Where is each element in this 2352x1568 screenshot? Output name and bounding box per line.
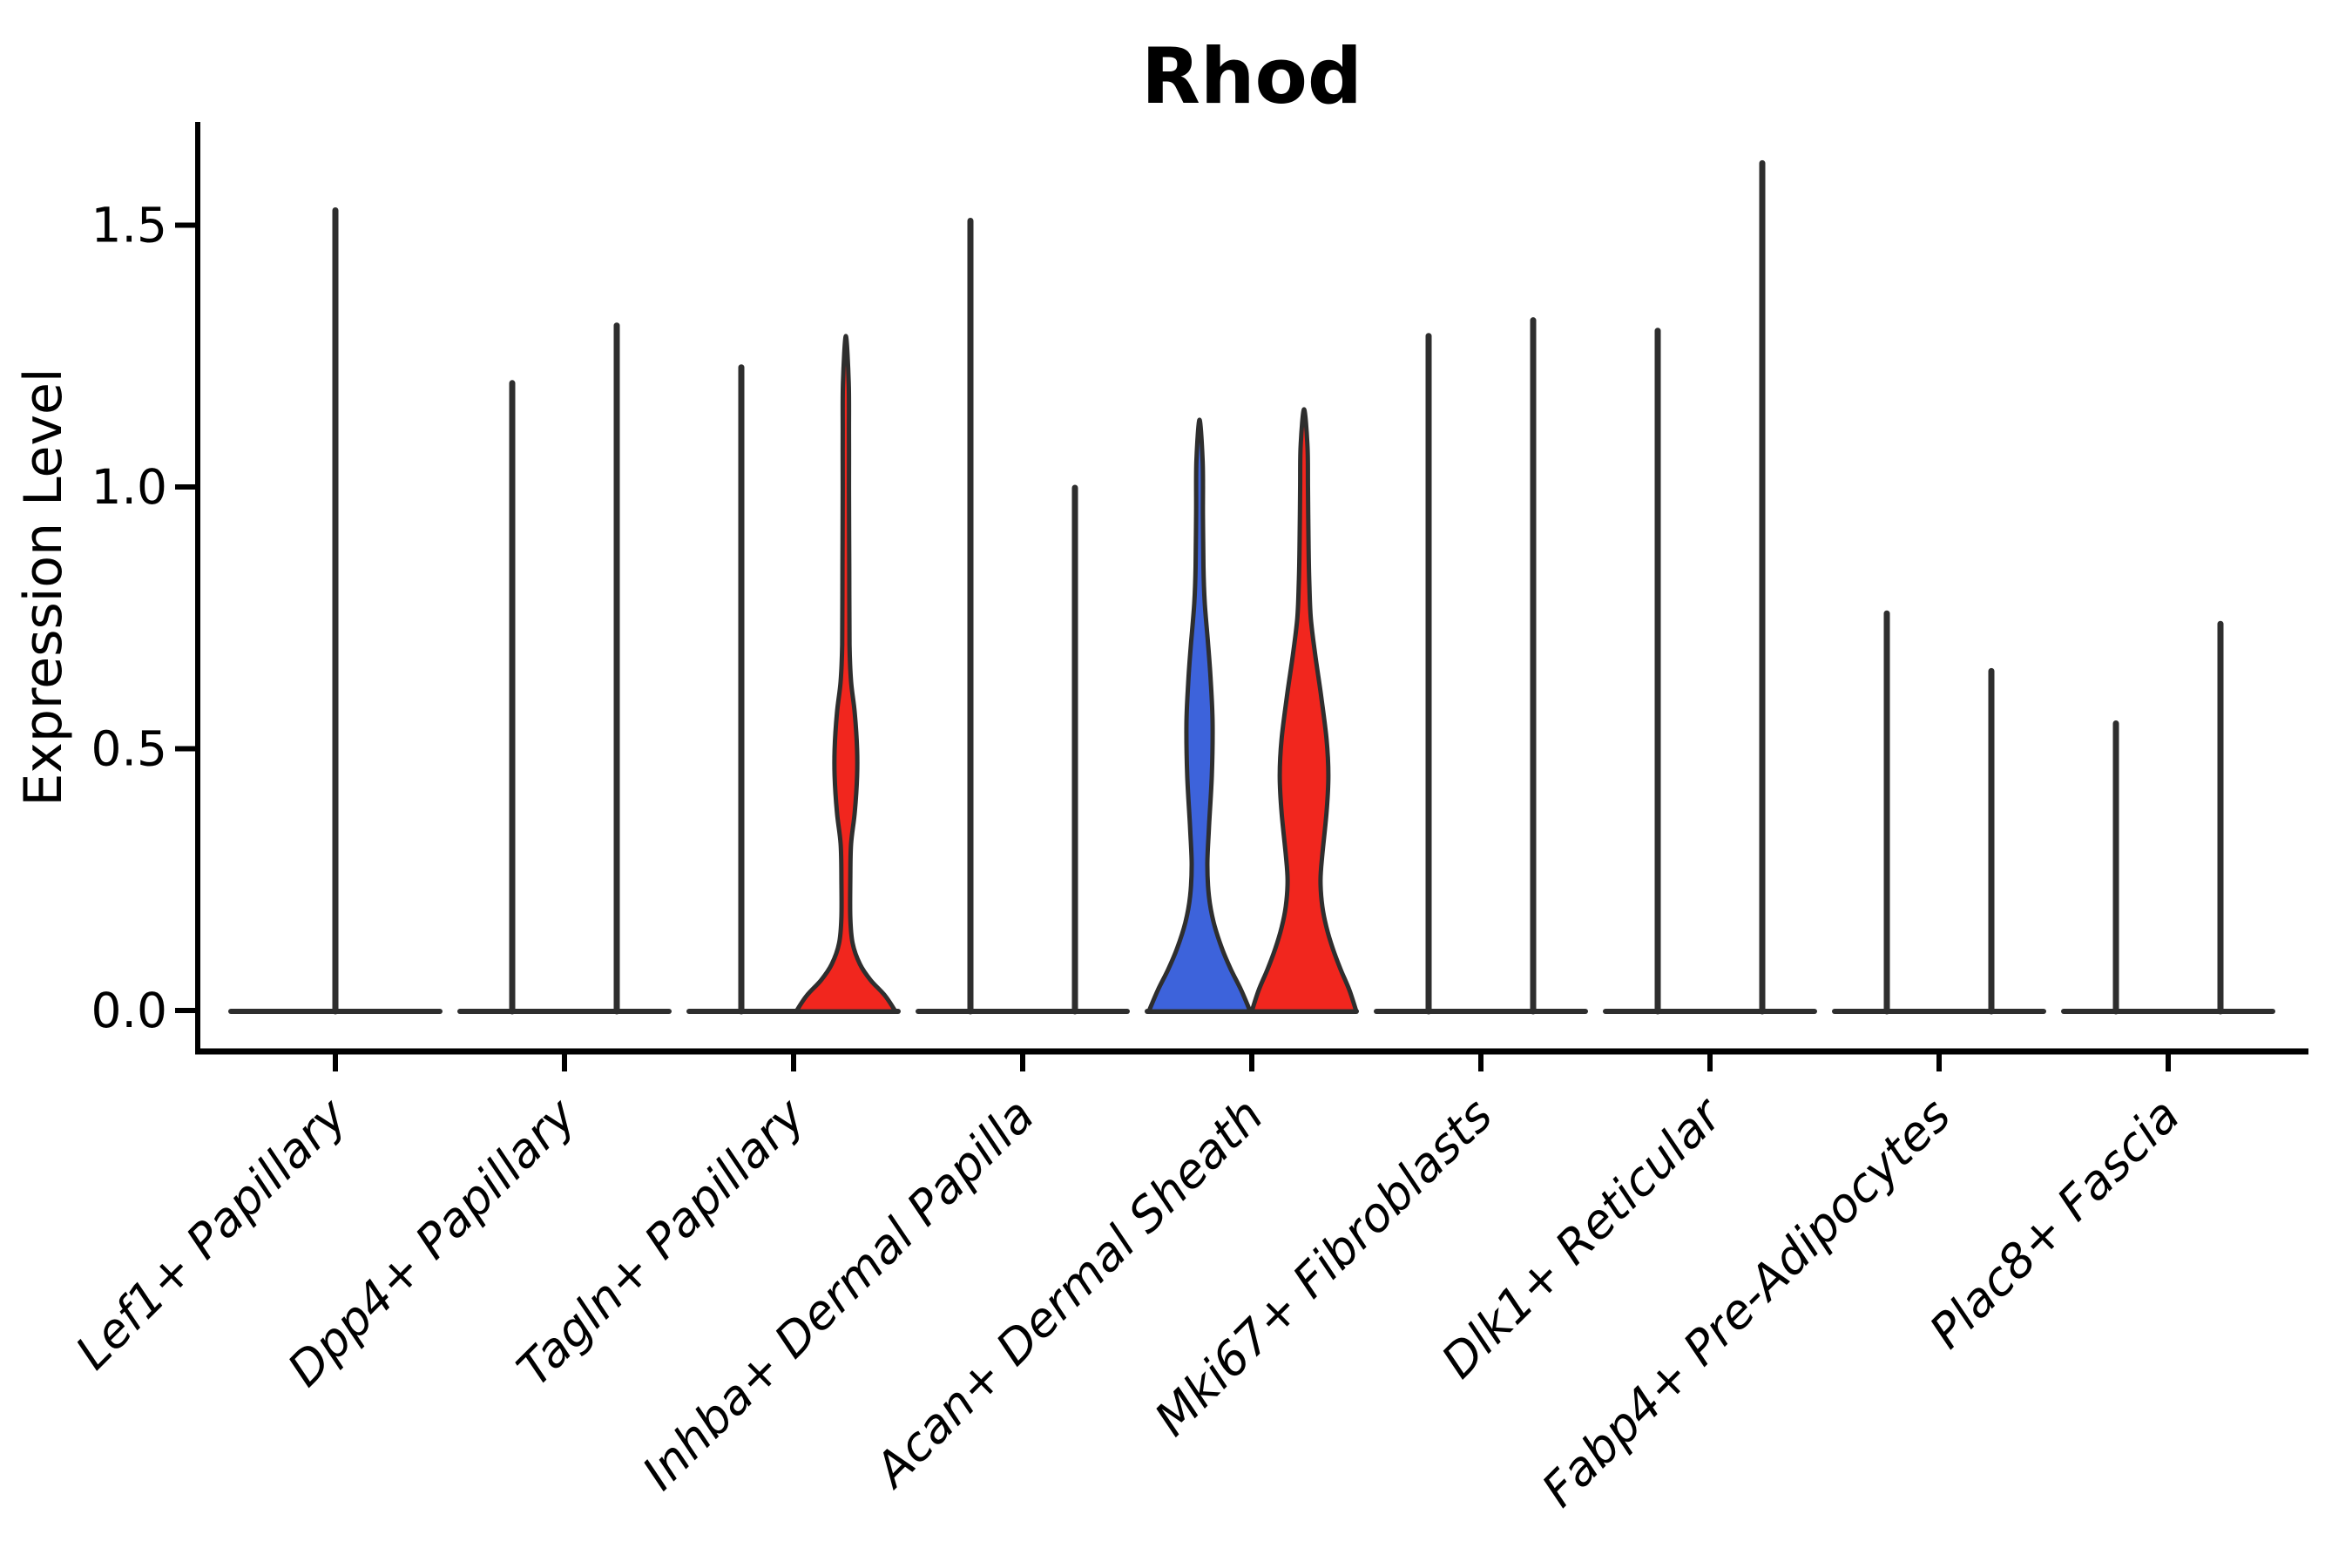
x-tick-label: Acan+ Dermal Sheath (862, 1088, 1274, 1499)
violin-red (1249, 407, 1359, 1014)
y-tick-label: 1.0 (91, 459, 167, 515)
violin-blue (1146, 417, 1253, 1014)
x-tick-label: Fabp4+ Pre-Adipocytes (1531, 1088, 1961, 1517)
y-axis-label: Expression Level (13, 368, 74, 806)
y-tick-label: 1.5 (91, 198, 167, 253)
y-tick-label: 0.0 (91, 983, 167, 1038)
violins-layer (228, 159, 2275, 1015)
y-tick-label: 0.5 (91, 721, 167, 777)
plot-title: Rhod (1141, 31, 1362, 121)
x-tick-label: Inhba+ Dermal Papilla (632, 1088, 1044, 1501)
violin-red (794, 334, 898, 1014)
x-tick-label: Plac8+ Fascia (1919, 1088, 2190, 1359)
